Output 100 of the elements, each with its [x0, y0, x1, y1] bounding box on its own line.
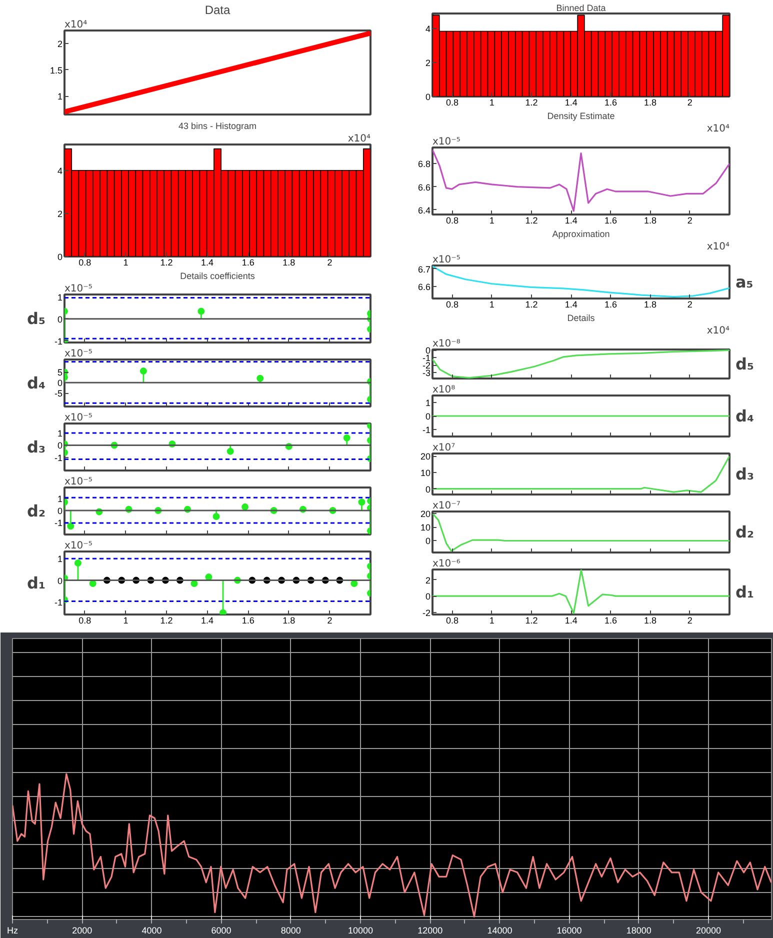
y-tick-label: 0 [425, 412, 431, 422]
x-tick-label: 1.2 [525, 98, 538, 108]
x-axis-title: x10⁴ [706, 242, 730, 252]
text: x10⁸ [432, 384, 456, 396]
y-axis-title: d₃ [27, 438, 46, 456]
annotation: x10⁻⁵ [64, 476, 92, 488]
y2-axis-title: d₂ [736, 522, 754, 542]
text: x10⁻⁵ [64, 284, 92, 294]
x-tick-label: 1.8 [644, 300, 657, 310]
x-tick-label: 10000 [348, 926, 374, 936]
y-tick-label: -1 [54, 597, 63, 608]
x-tick-label: 2 [327, 616, 332, 626]
y-tick-label: 0 [425, 592, 431, 602]
chart-title: Details coefficients [180, 271, 256, 281]
x-tick-label: 1.6 [604, 616, 617, 626]
x-tick-label: 2 [687, 300, 692, 310]
x-tick-label: 1 [489, 98, 494, 108]
text: x10⁷ [432, 442, 456, 454]
y-tick-label: 0 [57, 252, 63, 262]
x-tick-label: 1.8 [644, 216, 657, 226]
y-axis-title: d₂ [27, 502, 46, 520]
x-tick-label: 0.8 [78, 258, 92, 268]
x-tick-label: 20000 [696, 926, 722, 936]
x-tick-label: 0.8 [78, 616, 92, 626]
y-tick-label: -2 [422, 360, 431, 371]
y-tick-label: 2 [57, 39, 63, 50]
x-tick-label: Hz [7, 926, 18, 936]
y-tick-label: 1 [425, 398, 431, 408]
text: x10⁻⁵ [64, 540, 92, 552]
chart-title: Approximation [552, 229, 610, 239]
x-tick-label: 1.6 [604, 300, 617, 310]
x-tick-label: 1.8 [644, 98, 657, 108]
y2-axis-title: d₁ [736, 582, 754, 602]
chart-title: Binned Data [556, 3, 606, 13]
x-tick-label: 1 [123, 616, 128, 626]
y-tick-label: 0 [425, 92, 431, 102]
x-tick-label: 2 [327, 258, 332, 268]
annotation: x10⁻⁵ [432, 136, 460, 148]
y-tick-label: 0 [425, 484, 431, 494]
x-tick-label: 1 [489, 216, 494, 226]
x-tick-label: 1.2 [525, 216, 538, 226]
x-axis-title: x10⁴ [706, 326, 730, 336]
y-tick-label: 2 [425, 58, 431, 68]
x-tick-label: 16000 [556, 926, 582, 936]
x-tick-label: 1.8 [644, 616, 657, 626]
y-tick-label: 0 [57, 314, 63, 324]
text: x10⁻⁵ [64, 412, 92, 424]
x-tick-label: 1.4 [564, 98, 578, 108]
x-tick-label: 1.2 [525, 300, 538, 310]
x-axis-title: x10⁴ [706, 124, 730, 134]
y-tick-label: -1 [54, 452, 63, 463]
y-tick-label: 0 [425, 346, 431, 356]
x-tick-label: 4000 [142, 926, 162, 936]
chart-title: 43 bins - Histogram [178, 121, 257, 131]
y2-axis-title: d₄ [736, 406, 754, 426]
x-tick-label: 18000 [626, 926, 652, 936]
x-tick-label: 1.8 [282, 616, 296, 626]
x-axis-title: x10⁴ [348, 134, 371, 144]
text: x10⁻⁸ [432, 338, 460, 350]
x-tick-label: 1.8 [282, 258, 296, 268]
y-tick-label: -1 [422, 353, 431, 364]
x-tick-label: 12000 [418, 926, 443, 936]
y-tick-label: 0 [57, 440, 63, 451]
x-tick-label: 0.8 [446, 300, 459, 310]
text: x10⁻⁵ [64, 348, 92, 360]
annotation: x10⁴ [64, 20, 88, 30]
y2-axis-title: d₃ [736, 464, 754, 484]
x-tick-label: 1.6 [242, 616, 254, 626]
y-tick-label: 1 [57, 554, 63, 564]
chart-title: Data [204, 3, 230, 17]
x-tick-label: 2 [687, 98, 692, 108]
y-tick-label: 20 [420, 508, 431, 519]
y-tick-label: 2 [425, 575, 431, 586]
y-tick-label: 6.7 [418, 264, 431, 274]
annotation: x10⁻⁵ [432, 254, 460, 266]
x-tick-label: 0.8 [446, 98, 459, 108]
y-tick-label: 1.5 [50, 65, 63, 76]
y-axis-title: d₁ [27, 574, 46, 592]
y-tick-label: 5 [57, 368, 63, 378]
x-tick-label: 1 [123, 258, 128, 268]
y-tick-label: -5 [54, 388, 63, 399]
x-tick-label: 1.6 [604, 98, 617, 108]
y-tick-label: 6.4 [418, 205, 431, 216]
x-tick-label: 1.6 [242, 258, 254, 268]
x-tick-label: 2 [687, 616, 692, 626]
annotation: x10⁻⁶ [432, 558, 460, 570]
y-tick-label: 0 [425, 536, 431, 546]
y-tick-label: -3 [422, 368, 431, 378]
x-tick-label: 14000 [487, 926, 512, 936]
text: x10⁻⁷ [432, 500, 460, 512]
x-tick-label: 1.2 [525, 616, 538, 626]
y-tick-label: 20 [420, 452, 431, 462]
y-tick-label: 4 [425, 24, 431, 34]
y-tick-label: 1 [57, 428, 63, 439]
y-tick-label: 1 [57, 494, 63, 504]
x-tick-label: 1.4 [201, 258, 214, 268]
y-tick-label: -1 [422, 425, 431, 436]
x-tick-label: 6000 [211, 926, 232, 936]
y-tick-label: 2 [57, 208, 63, 219]
y2-axis-title: d₅ [736, 354, 754, 374]
